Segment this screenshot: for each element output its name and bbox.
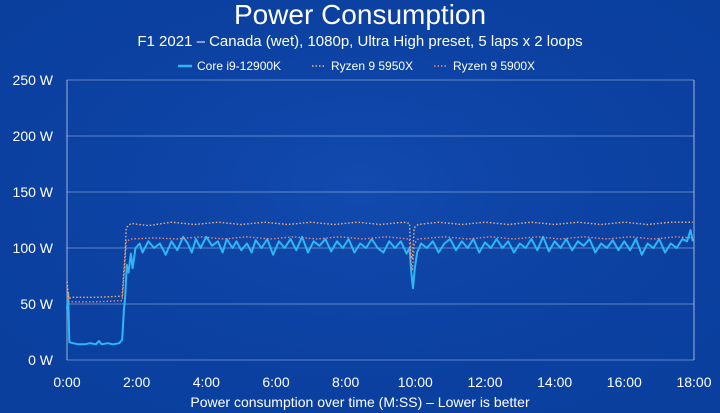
grid-lines [66, 79, 695, 361]
legend-label: Core i9-12900K [197, 59, 281, 73]
x-axis-ticks: 0:00 2:00 4:00 6:00 8:00 10:00 12:00 14:00 16:00… [53, 374, 711, 390]
y-tick-label: 200 W [13, 128, 54, 144]
y-tick-label: 50 W [20, 296, 53, 312]
chart-title: Power Consumption [234, 0, 486, 30]
x-tick-label: 2:00 [123, 374, 150, 390]
x-tick-label: 4:00 [193, 374, 220, 390]
x-tick-label: 0:00 [53, 374, 80, 390]
series-lines [66, 221, 694, 346]
y-tick-label: 250 W [13, 72, 54, 88]
y-axis-ticks: 0 W 50 W 100 W 150 W 200 W 250 W [13, 72, 54, 368]
x-tick-label: 8:00 [332, 374, 359, 390]
x-tick-label: 12:00 [467, 374, 502, 390]
legend: Core i9-12900K Ryzen 9 5950X Ryzen 9 5900X [178, 59, 535, 73]
legend-label: Ryzen 9 5950X [331, 59, 413, 73]
legend-label: Ryzen 9 5900X [453, 59, 535, 73]
x-tick-label: 18:00 [676, 374, 711, 390]
y-tick-label: 0 W [28, 352, 54, 368]
x-tick-label: 6:00 [262, 374, 289, 390]
x-tick-label: 10:00 [398, 374, 433, 390]
series-line-1 [66, 229, 694, 346]
y-tick-label: 100 W [13, 240, 54, 256]
x-axis-label: Power consumption over time (M:SS) – Low… [190, 394, 530, 410]
x-tick-label: 14:00 [537, 374, 572, 390]
chart-subtitle: F1 2021 – Canada (wet), 1080p, Ultra Hig… [137, 33, 582, 50]
x-tick-label: 16:00 [607, 374, 642, 390]
y-tick-label: 150 W [13, 184, 54, 200]
series-line-3 [66, 236, 693, 303]
